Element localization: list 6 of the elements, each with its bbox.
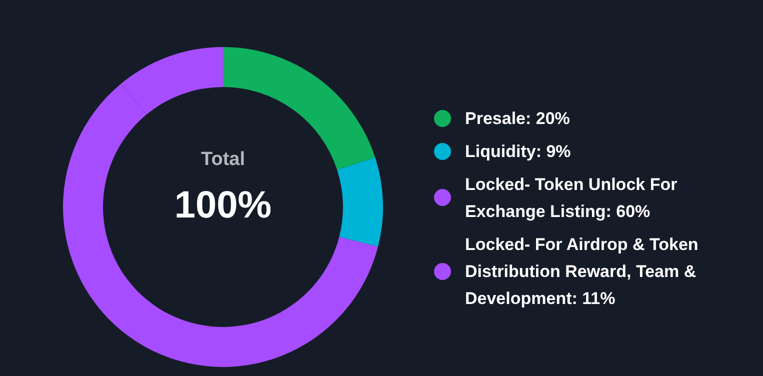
legend-label: Locked- For Airdrop & Token Distribution Reward, Team & Development: 11% [465, 234, 700, 310]
text: 100% [174, 184, 272, 226]
legend-label: Liquidity: 9% [465, 140, 572, 162]
legend-label: Locked- Token Unlock For Exchange Listing: 60% [465, 174, 678, 223]
legend-label: Presale: 20% [465, 108, 571, 130]
text: Total [201, 149, 245, 170]
